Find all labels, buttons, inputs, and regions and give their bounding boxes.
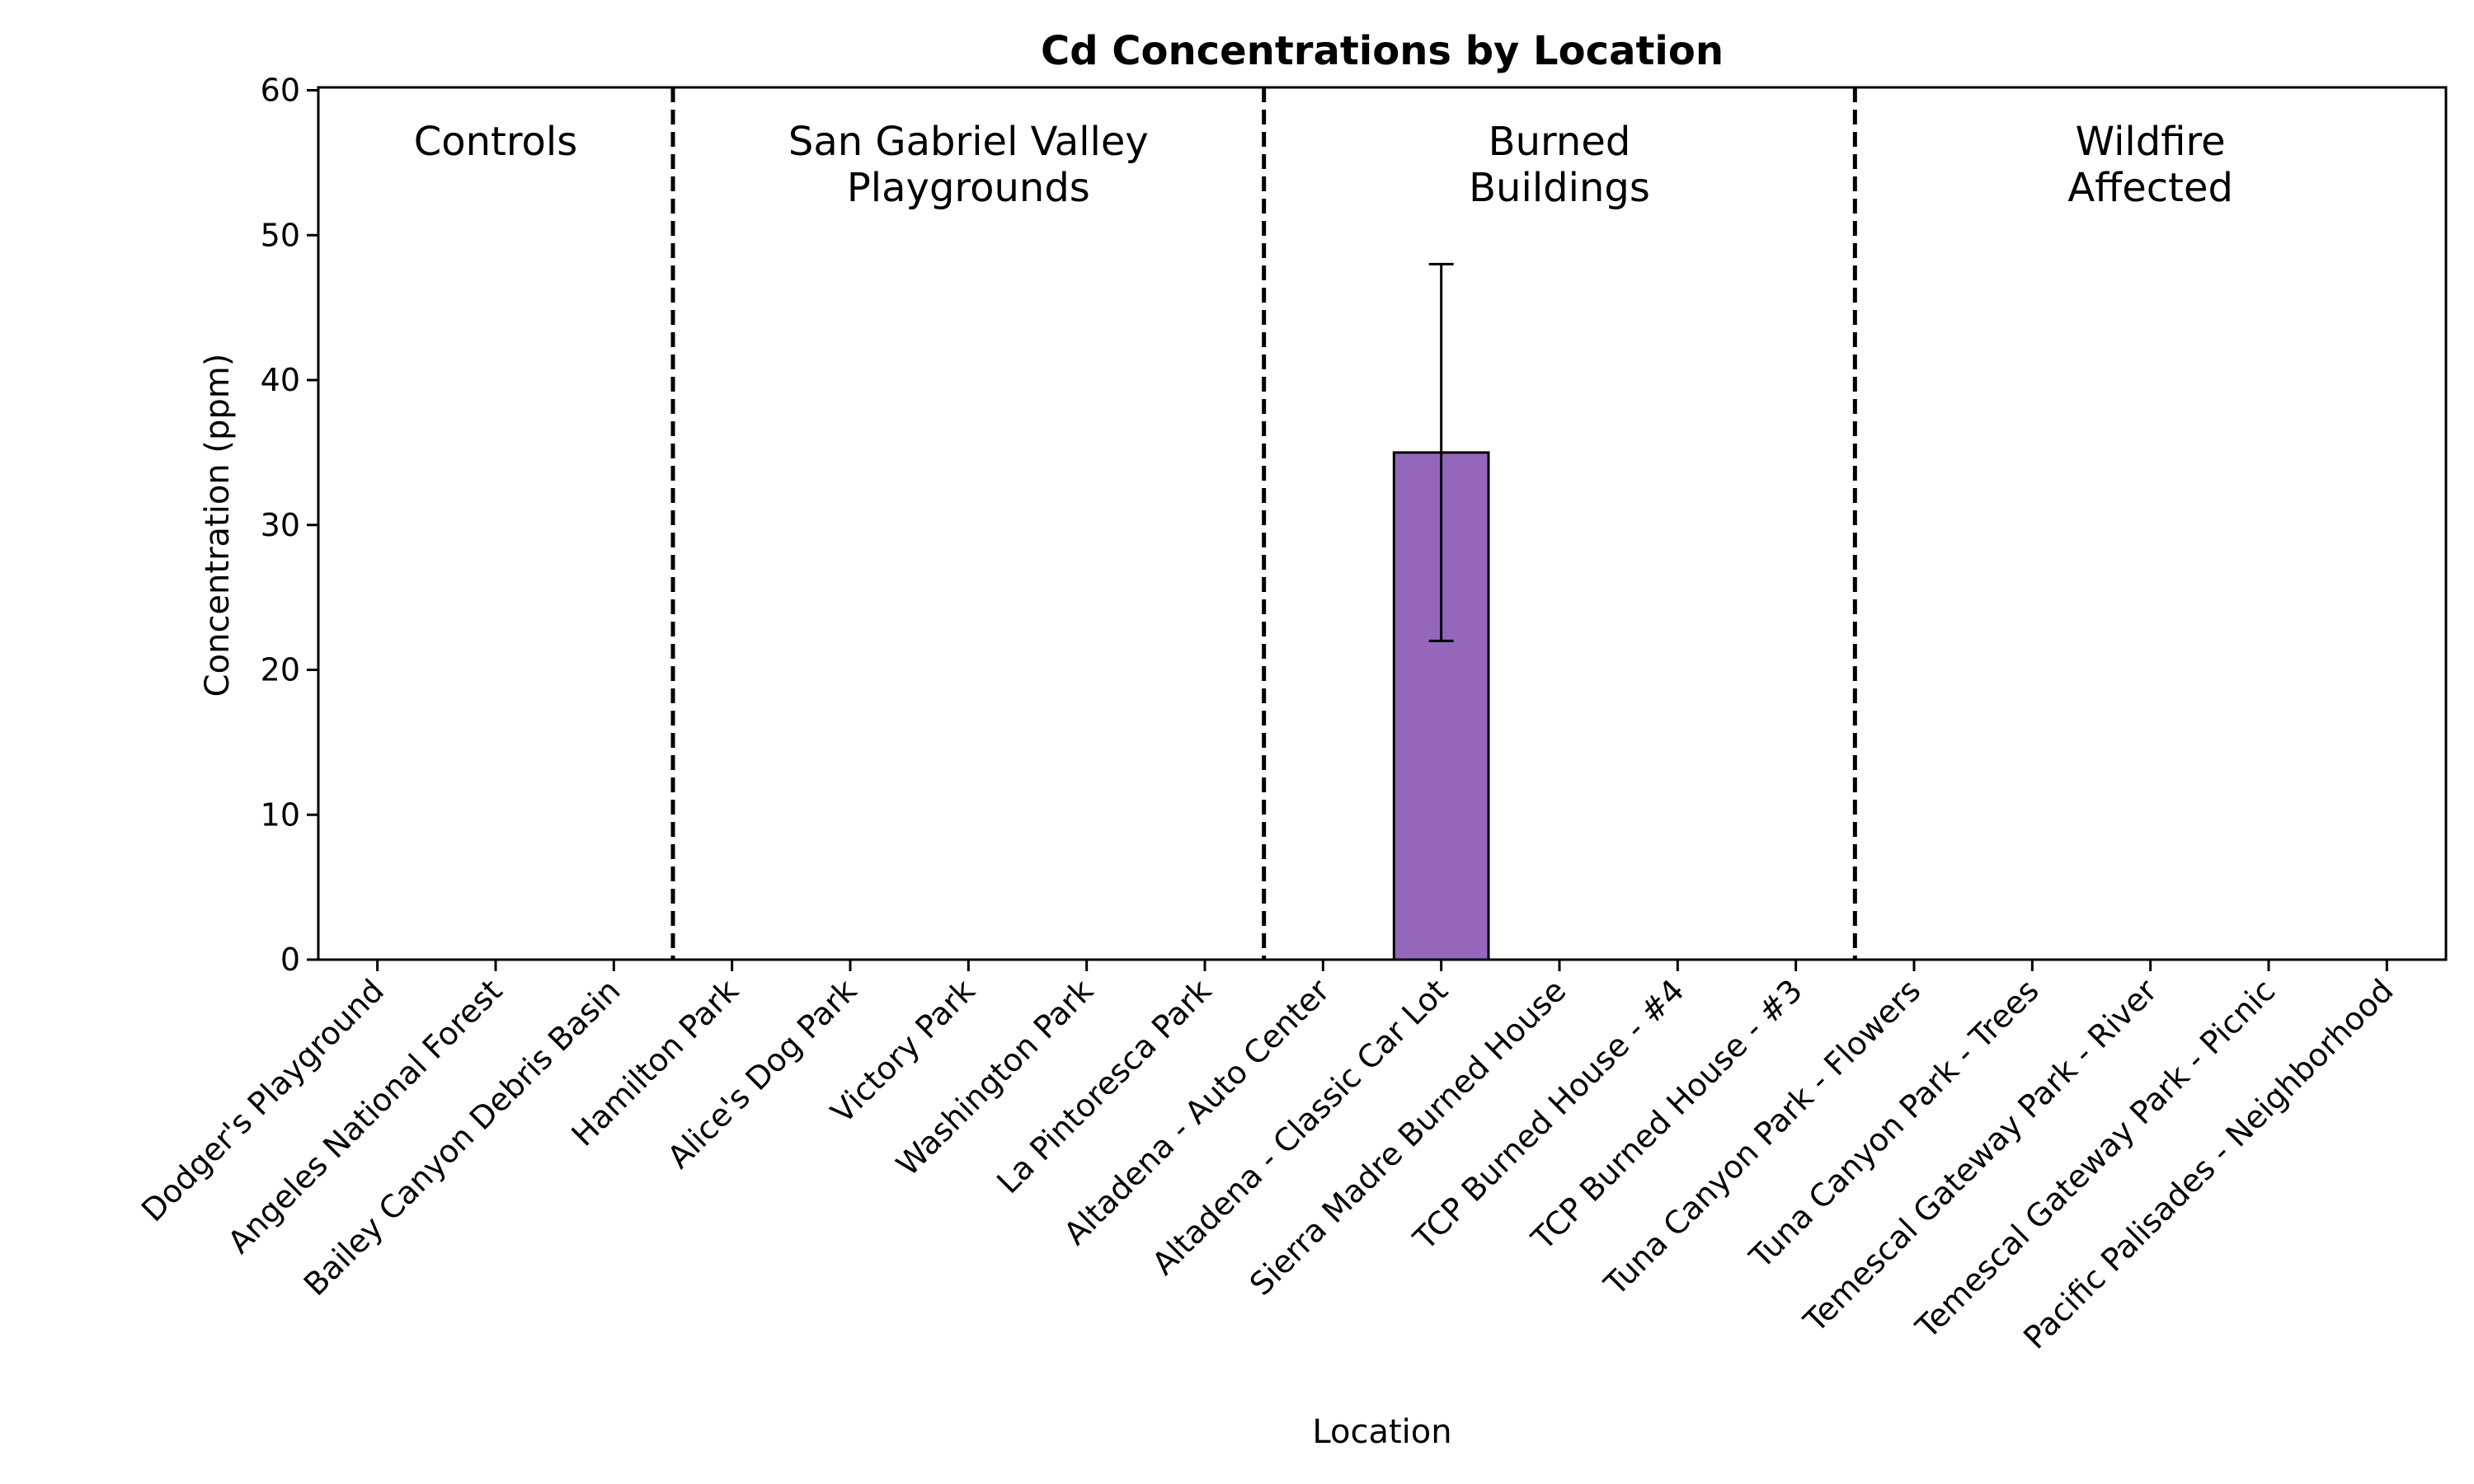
group-label: Affected <box>2067 165 2233 211</box>
group-label: San Gabriel Valley <box>788 119 1149 165</box>
group-label: Buildings <box>1469 165 1650 211</box>
y-tick-label: 60 <box>261 73 300 109</box>
x-tick-label: La Pintoresca Park <box>990 972 1218 1200</box>
x-tick-label: Washington Park <box>889 972 1100 1183</box>
y-tick-label: 50 <box>261 217 300 253</box>
chart-title: Cd Concentrations by Location <box>1041 28 1724 74</box>
plot-frame <box>317 86 2448 961</box>
y-tick-label: 10 <box>261 796 300 833</box>
y-tick-label: 30 <box>261 507 300 543</box>
x-tick-label: Dodger's Playground <box>134 972 391 1228</box>
y-tick-label: 40 <box>261 362 300 398</box>
y-tick-label: 20 <box>261 652 300 688</box>
y-axis-label: Concentration (ppm) <box>199 354 237 697</box>
group-label: Controls <box>414 119 578 165</box>
group-label: Playgrounds <box>847 165 1090 211</box>
group-label: Wildfire <box>2076 119 2226 165</box>
group-label: Burned <box>1489 119 1631 165</box>
x-axis-label: Location <box>1312 1413 1451 1451</box>
y-tick-label: 0 <box>280 942 300 978</box>
